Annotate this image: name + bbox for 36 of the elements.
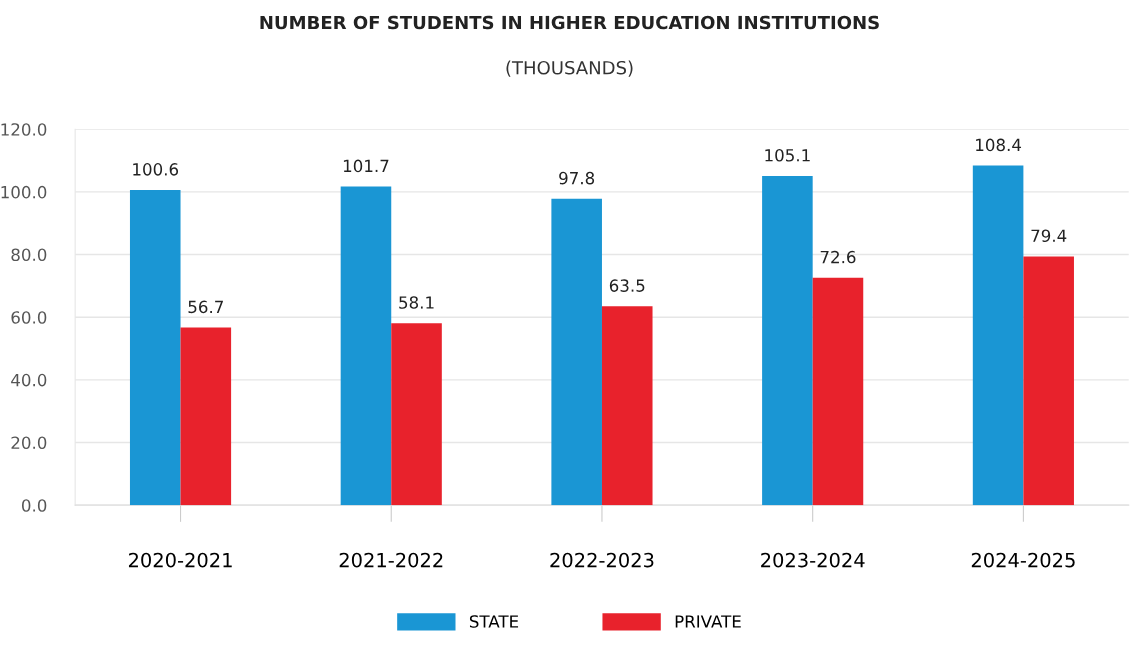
bar: [391, 323, 442, 506]
bar: [1023, 256, 1074, 506]
chart-subtitle: (THOUSANDS): [506, 60, 633, 77]
x-tick-label: 2021-2022: [339, 552, 443, 568]
data-label: 58.1: [399, 296, 434, 309]
data-label: 105.1: [765, 148, 810, 162]
y-tick-label: 0.0: [21, 499, 47, 512]
bar: [812, 277, 864, 506]
data-label: 63.5: [609, 279, 645, 292]
bar: [762, 175, 813, 506]
legend-label: STATE: [469, 615, 519, 628]
legend-label: PRIVATE: [675, 615, 741, 628]
y-tick-label: 80.0: [11, 248, 47, 262]
data-label: 97.8: [559, 171, 595, 185]
bar: [129, 189, 181, 506]
y-tick-label: 20.0: [11, 436, 47, 450]
x-tick-label: 2020-2021: [128, 552, 232, 568]
bar: [972, 165, 1024, 506]
y-tick-label: 40.0: [11, 373, 47, 387]
bar: [180, 327, 232, 506]
y-tick-label: 60.0: [11, 311, 47, 324]
data-label: 108.4: [976, 138, 1022, 152]
chart-title: NUMBER OF STUDENTS IN HIGHER EDUCATION INSTITUTIONS: [260, 15, 879, 30]
y-tick-label: 120.0: [1, 123, 47, 136]
data-label: 79.4: [1031, 229, 1067, 243]
bar: [551, 198, 602, 506]
x-tick-label: 2023-2024: [761, 552, 865, 568]
x-tick-label: 2022-2023: [550, 552, 654, 568]
x-tick-label: 2024-2025: [971, 552, 1075, 568]
y-tick-label: 100.0: [1, 185, 47, 199]
data-label: 101.7: [343, 159, 389, 173]
data-label: 72.6: [820, 250, 856, 264]
bar: [601, 306, 653, 506]
bar: [340, 186, 392, 506]
data-label: 100.6: [133, 163, 179, 176]
data-label: 56.7: [188, 300, 223, 314]
